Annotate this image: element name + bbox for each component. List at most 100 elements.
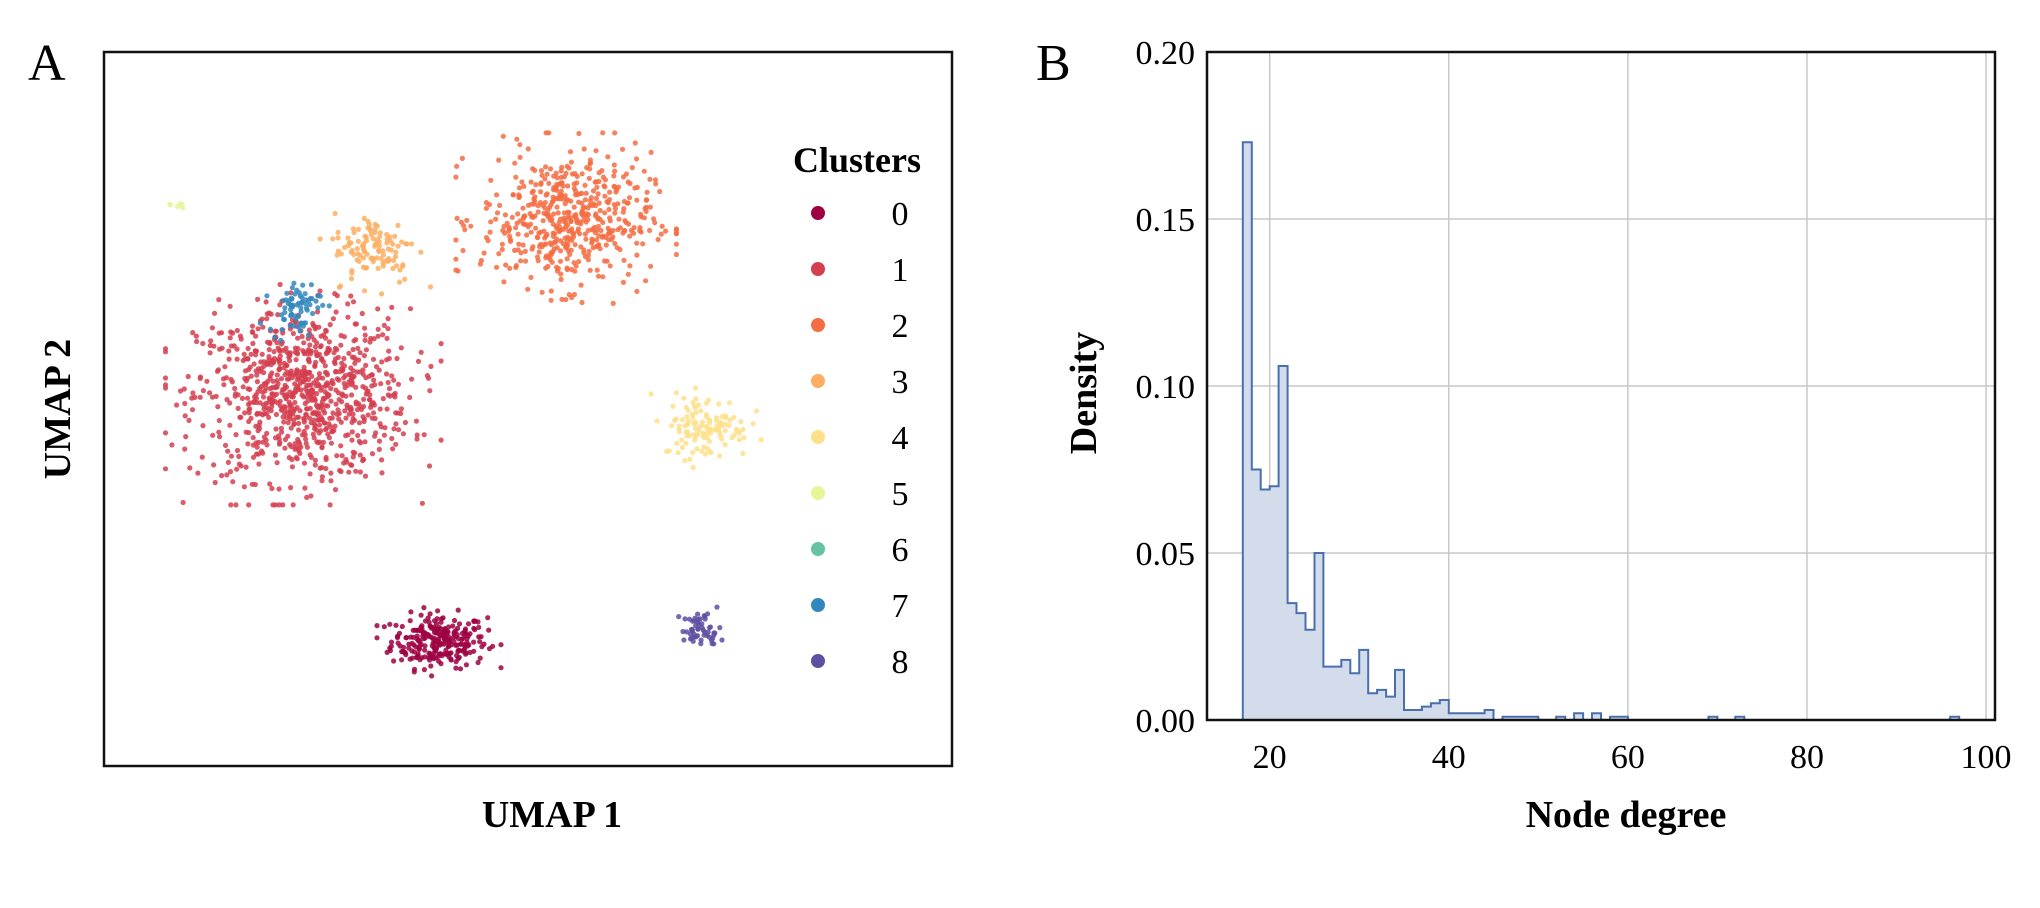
scatter-point-cluster-1 xyxy=(317,288,323,294)
scatter-point-cluster-4 xyxy=(702,451,709,457)
scatter-point-cluster-1 xyxy=(252,394,258,400)
scatter-point-cluster-1 xyxy=(225,448,231,454)
scatter-point-cluster-0 xyxy=(374,623,380,629)
histogram-step-line xyxy=(1241,141,1961,721)
scatter-point-cluster-1 xyxy=(219,473,225,479)
scatter-point-cluster-0 xyxy=(406,645,412,651)
scatter-point-cluster-1 xyxy=(174,402,180,408)
scatter-point-cluster-2 xyxy=(565,242,571,248)
scatter-point-cluster-2 xyxy=(559,180,565,186)
scatter-point-cluster-4 xyxy=(675,450,681,456)
legend-marker-1 xyxy=(811,262,825,276)
scatter-point-cluster-2 xyxy=(529,201,535,207)
scatter-point-cluster-2 xyxy=(640,241,646,247)
scatter-point-cluster-2 xyxy=(571,181,577,187)
scatter-point-cluster-0 xyxy=(441,635,447,642)
x-tick-label: 100 xyxy=(1961,739,2012,776)
scatter-point-cluster-0 xyxy=(448,656,454,662)
scatter-point-cluster-1 xyxy=(393,421,399,427)
scatter-point-cluster-1 xyxy=(393,441,399,447)
scatter-point-cluster-1 xyxy=(287,353,293,359)
scatter-point-cluster-2 xyxy=(607,263,613,269)
scatter-point-cluster-2 xyxy=(652,177,659,183)
scatter-point-cluster-2 xyxy=(494,210,501,216)
scatter-point-cluster-3 xyxy=(384,240,390,246)
scatter-point-cluster-1 xyxy=(216,417,222,424)
scatter-point-cluster-7 xyxy=(296,300,302,306)
scatter-point-cluster-0 xyxy=(419,623,425,629)
scatter-point-cluster-0 xyxy=(395,633,401,639)
scatter-point-cluster-1 xyxy=(311,421,318,427)
scatter-point-cluster-1 xyxy=(292,345,298,351)
scatter-point-cluster-4 xyxy=(679,417,686,423)
scatter-point-cluster-1 xyxy=(341,380,347,387)
scatter-point-cluster-2 xyxy=(559,296,565,302)
scatter-point-cluster-2 xyxy=(541,242,547,248)
scatter-point-cluster-1 xyxy=(319,474,325,480)
scatter-point-cluster-2 xyxy=(486,202,493,208)
legend-label-4: 4 xyxy=(892,420,909,457)
scatter-point-cluster-1 xyxy=(343,393,349,399)
scatter-point-cluster-0 xyxy=(431,650,437,656)
scatter-point-cluster-1 xyxy=(253,352,259,358)
scatter-point-cluster-2 xyxy=(569,237,575,243)
scatter-point-cluster-1 xyxy=(287,409,293,415)
scatter-point-cluster-1 xyxy=(356,438,362,444)
scatter-point-cluster-1 xyxy=(311,417,317,423)
scatter-point-cluster-2 xyxy=(625,271,631,277)
scatter-point-cluster-0 xyxy=(422,630,428,636)
scatter-point-cluster-1 xyxy=(280,387,286,393)
scatter-point-cluster-1 xyxy=(241,351,247,357)
scatter-point-cluster-8 xyxy=(711,630,717,636)
scatter-point-cluster-1 xyxy=(360,367,366,373)
scatter-point-cluster-2 xyxy=(659,223,665,229)
scatter-point-cluster-2 xyxy=(578,282,584,288)
scatter-point-cluster-0 xyxy=(476,634,482,640)
scatter-point-cluster-2 xyxy=(564,266,570,273)
scatter-point-cluster-1 xyxy=(296,420,302,426)
scatter-point-cluster-1 xyxy=(249,323,256,329)
scatter-point-cluster-1 xyxy=(367,339,373,345)
scatter-point-cluster-2 xyxy=(554,175,560,181)
scatter-point-cluster-1 xyxy=(316,371,322,377)
scatter-point-cluster-1 xyxy=(376,438,383,444)
scatter-point-cluster-1 xyxy=(335,407,341,413)
scatter-point-cluster-4 xyxy=(722,428,728,434)
scatter-point-cluster-1 xyxy=(334,411,340,417)
scatter-point-cluster-2 xyxy=(634,240,640,246)
scatter-point-cluster-7 xyxy=(317,293,323,299)
scatter-point-cluster-0 xyxy=(465,633,471,639)
scatter-point-cluster-4 xyxy=(695,431,701,437)
scatter-point-cluster-1 xyxy=(200,423,206,429)
scatter-point-cluster-2 xyxy=(481,250,487,256)
scatter-point-cluster-1 xyxy=(288,443,294,450)
scatter-point-cluster-3 xyxy=(375,265,381,271)
scatter-point-cluster-1 xyxy=(228,453,234,459)
scatter-point-cluster-4 xyxy=(719,413,725,420)
scatter-point-cluster-1 xyxy=(310,410,316,417)
scatter-point-cluster-1 xyxy=(207,350,213,356)
scatter-point-cluster-1 xyxy=(261,363,267,369)
scatter-point-cluster-1 xyxy=(236,453,242,459)
scatter-point-cluster-1 xyxy=(381,432,387,438)
scatter-point-cluster-1 xyxy=(346,469,352,475)
scatter-point-cluster-0 xyxy=(435,608,441,614)
scatter-point-cluster-2 xyxy=(585,205,591,211)
scatter-point-cluster-0 xyxy=(453,665,459,671)
scatter-point-cluster-1 xyxy=(275,312,281,318)
scatter-point-cluster-1 xyxy=(227,400,233,406)
scatter-point-cluster-1 xyxy=(377,421,383,427)
scatter-point-cluster-8 xyxy=(676,614,682,620)
scatter-point-cluster-1 xyxy=(307,471,313,477)
scatter-point-cluster-1 xyxy=(270,391,276,397)
scatter-point-cluster-1 xyxy=(234,327,240,334)
scatter-point-cluster-1 xyxy=(418,349,424,355)
scatter-point-cluster-2 xyxy=(553,239,559,245)
scatter-point-cluster-1 xyxy=(389,373,395,379)
scatter-point-cluster-7 xyxy=(299,295,305,301)
scatter-point-cluster-1 xyxy=(318,428,324,434)
scatter-point-cluster-1 xyxy=(238,414,244,420)
scatter-point-cluster-1 xyxy=(326,339,332,345)
scatter-point-cluster-8 xyxy=(694,633,701,639)
scatter-point-cluster-1 xyxy=(224,472,230,478)
